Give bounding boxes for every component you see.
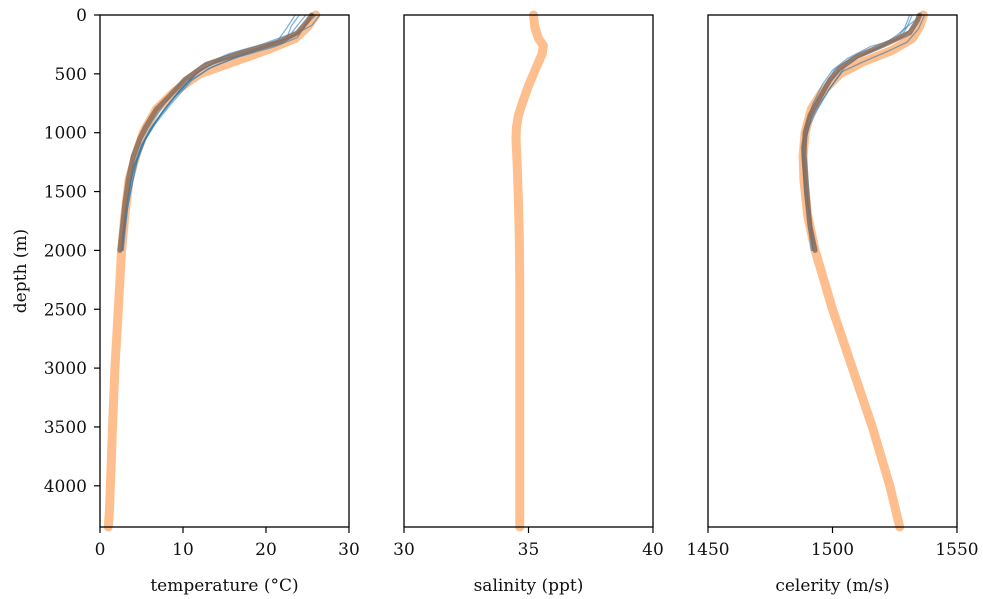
temperature-reference-line-0 [103,10,321,532]
celerity-mean-line-0 [801,12,923,253]
depth-ytick-label: 0 [76,6,87,26]
salinity-xtick-label: 40 [642,540,664,560]
depth-ytick-label: 3000 [44,359,87,379]
celerity-xtick-label: 1550 [935,540,978,560]
celerity-axes-frame [707,14,958,528]
salinity-xtick-label: 30 [393,540,415,560]
depth-ytick-label: 3500 [44,418,87,438]
temperature-xtick-label: 30 [338,540,360,560]
depth-ytick-label: 1000 [44,124,87,144]
depth-ytick-label: 2000 [44,241,87,261]
salinity-xtick-label: 35 [518,540,540,560]
temperature-mean-line-0 [117,12,315,253]
temperature-panel: 0 10 20 30 temperature (°C) 0 500 1000 1500 2000 2… [11,6,360,596]
temperature-xtick-label: 0 [95,540,106,560]
temperature-profiles-line-2 [121,14,321,252]
celerity-x-axis-label: celerity (m/s) [775,576,889,596]
salinity-x-axis-label: salinity (ppt) [474,576,584,596]
depth-ytick-label: 2500 [44,300,87,320]
celerity-xtick-label: 1450 [686,540,729,560]
depth-y-axis-label: depth (m) [11,229,31,313]
salinity-panel: 30 35 40 salinity (ppt) [393,10,664,596]
temperature-axes-frame [99,14,350,528]
temperature-xtick-label: 10 [172,540,194,560]
depth-ytick-label: 4000 [44,477,87,497]
depth-ytick-label: 500 [55,65,87,85]
salinity-reference-line-0 [511,10,548,532]
temperature-profiles-line-4 [120,14,317,252]
depth-ytick-label: 1500 [44,183,87,203]
temperature-xtick-label: 20 [255,540,277,560]
temperature-x-axis-label: temperature (°C) [150,576,298,596]
celerity-xtick-label: 1500 [811,540,854,560]
celerity-panel: 1450 1500 1550 celerity (m/s) [686,10,979,596]
